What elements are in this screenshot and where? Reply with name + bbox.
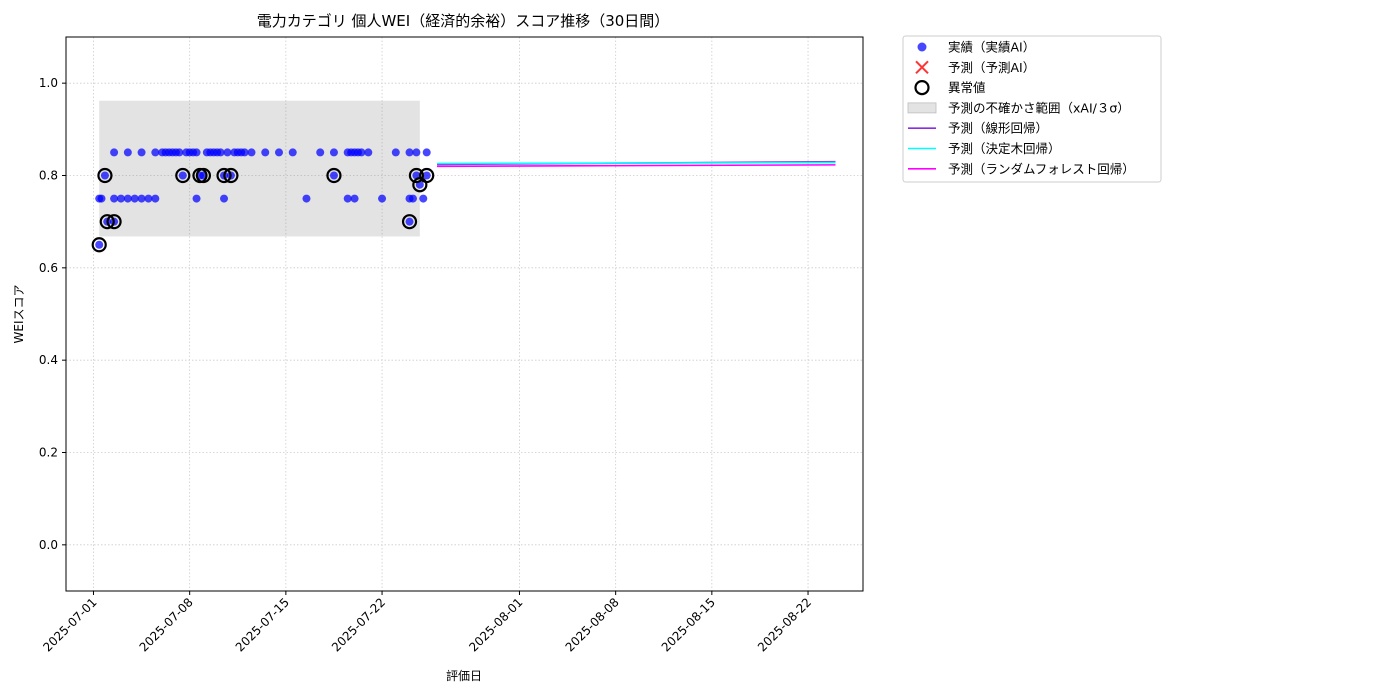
plot-frame bbox=[65, 36, 864, 592]
actual-point bbox=[408, 194, 417, 203]
actual-point bbox=[329, 171, 338, 180]
anomaly-ring bbox=[97, 167, 113, 184]
y-tick-label: 0.8 bbox=[39, 169, 58, 183]
anomaly-ring bbox=[99, 214, 115, 230]
y-tick-label: 0.0 bbox=[39, 538, 58, 552]
actual-point bbox=[240, 148, 249, 157]
actual-point bbox=[364, 148, 373, 157]
y-tick-label: 0.2 bbox=[39, 446, 58, 460]
actual-point bbox=[123, 148, 132, 157]
actual-point bbox=[97, 194, 106, 203]
actual-point bbox=[130, 194, 139, 203]
actual-point bbox=[116, 194, 125, 203]
legend-label: 予測（ランダムフォレスト回帰） bbox=[948, 161, 1135, 176]
actual-point bbox=[405, 148, 414, 157]
legend-marker-forecast bbox=[915, 60, 929, 75]
actual-point bbox=[110, 148, 119, 157]
actual-point bbox=[288, 148, 297, 157]
actual-point bbox=[110, 194, 119, 203]
anomaly-ring bbox=[401, 214, 418, 230]
legend-marker-anomaly bbox=[914, 79, 930, 96]
anomaly-ring bbox=[419, 167, 435, 184]
actual-point bbox=[192, 148, 201, 157]
actual-point bbox=[137, 148, 146, 157]
y-tick-label: 1.0 bbox=[39, 76, 58, 90]
y-axis: 0.0 0.2 0.4 0.6 0.8 1.0 bbox=[39, 76, 66, 552]
forecast-line bbox=[437, 164, 836, 168]
actual-point bbox=[95, 240, 104, 249]
actual-point bbox=[123, 194, 132, 203]
grid bbox=[66, 37, 863, 591]
actual-point bbox=[302, 194, 311, 203]
legend-marker-band bbox=[907, 102, 937, 114]
actual-point bbox=[261, 148, 270, 157]
actual-point bbox=[151, 194, 160, 203]
actual-point bbox=[329, 148, 338, 157]
actual-point bbox=[343, 194, 352, 203]
actual-point bbox=[144, 194, 153, 203]
forecast-line bbox=[437, 161, 836, 165]
actual-point bbox=[412, 148, 421, 157]
legend-label: 実績（実績AI） bbox=[948, 40, 1035, 55]
actual-point bbox=[175, 148, 184, 157]
y-axis-title: WEIスコア bbox=[12, 285, 26, 344]
legend-label: 異常値 bbox=[948, 80, 986, 95]
legend-label: 予測の不確かさ範囲（xAI/３σ） bbox=[948, 100, 1130, 115]
actual-point bbox=[192, 194, 201, 203]
anomaly-ring bbox=[106, 214, 122, 230]
actual-point bbox=[216, 148, 225, 157]
forecast-lines bbox=[437, 160, 836, 168]
actual-point bbox=[405, 217, 414, 226]
anomaly-ring bbox=[175, 167, 191, 184]
x-axis-title: 評価日 bbox=[446, 668, 482, 683]
actual-point bbox=[274, 148, 283, 157]
actual-point bbox=[151, 148, 160, 157]
y-tick-label: 0.6 bbox=[39, 261, 58, 275]
legend-label: 予測（決定木回帰） bbox=[948, 141, 1061, 156]
actual-point bbox=[247, 148, 256, 157]
anomaly-ring bbox=[326, 167, 342, 184]
anomaly-ring bbox=[195, 167, 212, 184]
actual-point bbox=[100, 171, 109, 180]
legend-marker-actual bbox=[917, 42, 927, 52]
y-tick-label: 0.4 bbox=[39, 353, 58, 367]
anomaly-ring bbox=[408, 167, 425, 184]
actual-point bbox=[350, 194, 359, 203]
anomaly-ring bbox=[91, 237, 107, 253]
actual-point bbox=[419, 194, 428, 203]
actual-point bbox=[357, 148, 366, 157]
actual-point bbox=[137, 194, 146, 203]
actual-point bbox=[422, 171, 431, 180]
chart-title: 電力カテゴリ 個人WEI（経済的余裕）スコア推移（30日間） bbox=[257, 12, 670, 30]
actual-point bbox=[316, 148, 325, 157]
actual-point bbox=[422, 148, 431, 157]
actual-point bbox=[391, 148, 400, 157]
actual-point bbox=[178, 171, 187, 180]
uncertainty-band bbox=[99, 100, 420, 237]
anomaly-rings bbox=[91, 167, 435, 253]
actual-point bbox=[378, 194, 387, 203]
legend-label: 予測（予測AI） bbox=[948, 60, 1035, 75]
legend-frame bbox=[902, 35, 1162, 183]
actual-point bbox=[220, 194, 229, 203]
legend-label: 予測（線形回帰） bbox=[948, 121, 1048, 136]
actual-point bbox=[223, 148, 232, 157]
anomaly-ring bbox=[216, 167, 232, 184]
uncertainty-band-layer bbox=[99, 100, 420, 237]
anomaly-ring bbox=[223, 167, 239, 184]
